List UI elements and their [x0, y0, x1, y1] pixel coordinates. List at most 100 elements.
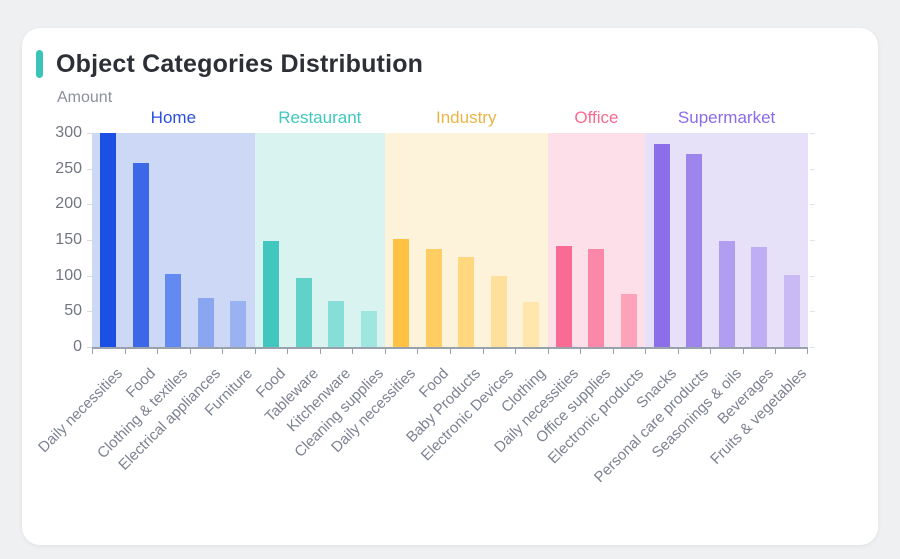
title-accent-bar [36, 50, 43, 78]
category-band-home [92, 133, 255, 347]
chart-bar [751, 247, 768, 347]
bar-slot [645, 133, 678, 347]
x-axis-tick-mark [319, 349, 321, 354]
x-axis-tick-mark [547, 349, 549, 354]
x-axis-tick-mark [287, 349, 289, 354]
group-label-restaurant: Restaurant [278, 108, 362, 127]
x-axis-tick-mark [775, 349, 777, 354]
x-axis-tick-mark [515, 349, 517, 354]
x-axis-tick-mark [710, 349, 712, 354]
page-title: Object Categories Distribution [56, 49, 424, 78]
chart-bar [100, 133, 117, 347]
x-axis-tick-mark [222, 349, 224, 354]
right-axis-tick-mark [810, 275, 815, 277]
chart-bar [132, 162, 149, 347]
x-axis-tick-mark [807, 349, 808, 354]
x-axis-tick-mark [157, 349, 159, 354]
y-axis-tick-label: 0 [73, 338, 82, 355]
bar-slot [678, 133, 711, 347]
bar-slot [710, 133, 743, 347]
x-axis-tick-mark [580, 349, 582, 354]
bar-slot [515, 133, 548, 347]
right-axis-tick-mark [810, 347, 815, 348]
x-axis-labels: Daily necessities Food Clothing & textiles… [35, 355, 809, 527]
chart-bar [718, 241, 735, 347]
x-axis-tick-mark [352, 349, 354, 354]
x-axis-tick-mark [189, 349, 191, 354]
title-row: Object Categories Distribution [36, 48, 864, 80]
y-axis-tick-label: 50 [64, 302, 82, 320]
y-axis-tick-mark [87, 311, 92, 313]
chart-bar [425, 248, 442, 347]
bar-slot [287, 133, 320, 347]
chart-bar [490, 276, 507, 347]
x-axis-tick-mark [612, 349, 614, 354]
y-axis: 300 250 200 150 100 50 0 [36, 124, 92, 355]
bar-slot [482, 133, 515, 347]
bar-slot [548, 133, 581, 347]
bar-chart: 300 250 200 150 100 50 0 Home Restaurant Industr… [35, 107, 864, 527]
chart-bar [588, 248, 605, 347]
right-axis-tick-mark [810, 133, 815, 134]
x-axis-tick-mark [450, 349, 451, 354]
chart-bar [555, 245, 572, 347]
y-axis-title: Amount [57, 89, 113, 106]
chart-bar [295, 277, 312, 347]
x-axis-tick-mark [254, 349, 256, 354]
bar-slot [157, 133, 190, 347]
chart-bar [230, 301, 247, 347]
chart-bar [262, 240, 279, 347]
category-band-office [547, 133, 646, 347]
x-axis-ticks [92, 349, 808, 355]
chart-bar [328, 300, 345, 347]
x-axis-tick-mark [417, 349, 419, 354]
x-axis-tick-mark [677, 349, 679, 354]
group-labels-row: Home Restaurant Industry Office Supermarket [92, 107, 808, 133]
bar-slot [352, 133, 385, 347]
group-label-office: Office [574, 108, 619, 127]
y-axis-tick-label: 150 [55, 231, 82, 248]
bar-slot [255, 133, 288, 347]
bar-slot [775, 133, 808, 347]
y-axis-tick-mark [87, 275, 92, 277]
x-axis-tick-mark [645, 349, 647, 354]
x-axis-tick-mark [384, 349, 386, 354]
category-band-industry [384, 133, 548, 347]
chart-bar [523, 302, 540, 347]
bar-slot [417, 133, 450, 347]
bar-slot [92, 133, 125, 347]
x-axis-tick-mark [742, 349, 744, 354]
x-axis-tick-mark [124, 349, 126, 354]
y-axis-tick-mark [87, 204, 92, 206]
y-axis-tick-label: 300 [55, 124, 82, 141]
right-axis-tick-mark [810, 240, 815, 241]
bar-slot [190, 133, 223, 347]
y-axis-tick-label: 100 [55, 266, 82, 284]
chart-bar [197, 297, 214, 347]
y-axis-tick-mark [87, 168, 92, 170]
right-axis-tick-mark [810, 204, 815, 206]
x-axis-tick-mark [482, 349, 484, 354]
chart-bar [165, 274, 182, 347]
x-axis-tick-mark [92, 349, 93, 354]
bar-slot [613, 133, 646, 347]
y-axis-tick-label: 250 [55, 159, 82, 177]
y-axis-tick-mark [87, 240, 92, 241]
chart-bar [686, 153, 703, 347]
bar-slot [743, 133, 776, 347]
y-axis-tick-mark [87, 347, 92, 348]
chart-bar [393, 239, 410, 347]
group-label-home: Home [150, 108, 197, 127]
group-label-supermarket: Supermarket [677, 108, 776, 127]
chart-bar [783, 274, 800, 347]
bar-slot [385, 133, 418, 347]
right-axis-tick-mark [810, 168, 815, 170]
bar-slot [125, 133, 158, 347]
category-band-restaurant [254, 133, 385, 347]
bar-slot [450, 133, 483, 347]
bar-slot [320, 133, 353, 347]
bar-slot [222, 133, 255, 347]
right-axis-tick-mark [810, 311, 815, 313]
chart-bar [620, 293, 637, 347]
bar-slot [580, 133, 613, 347]
